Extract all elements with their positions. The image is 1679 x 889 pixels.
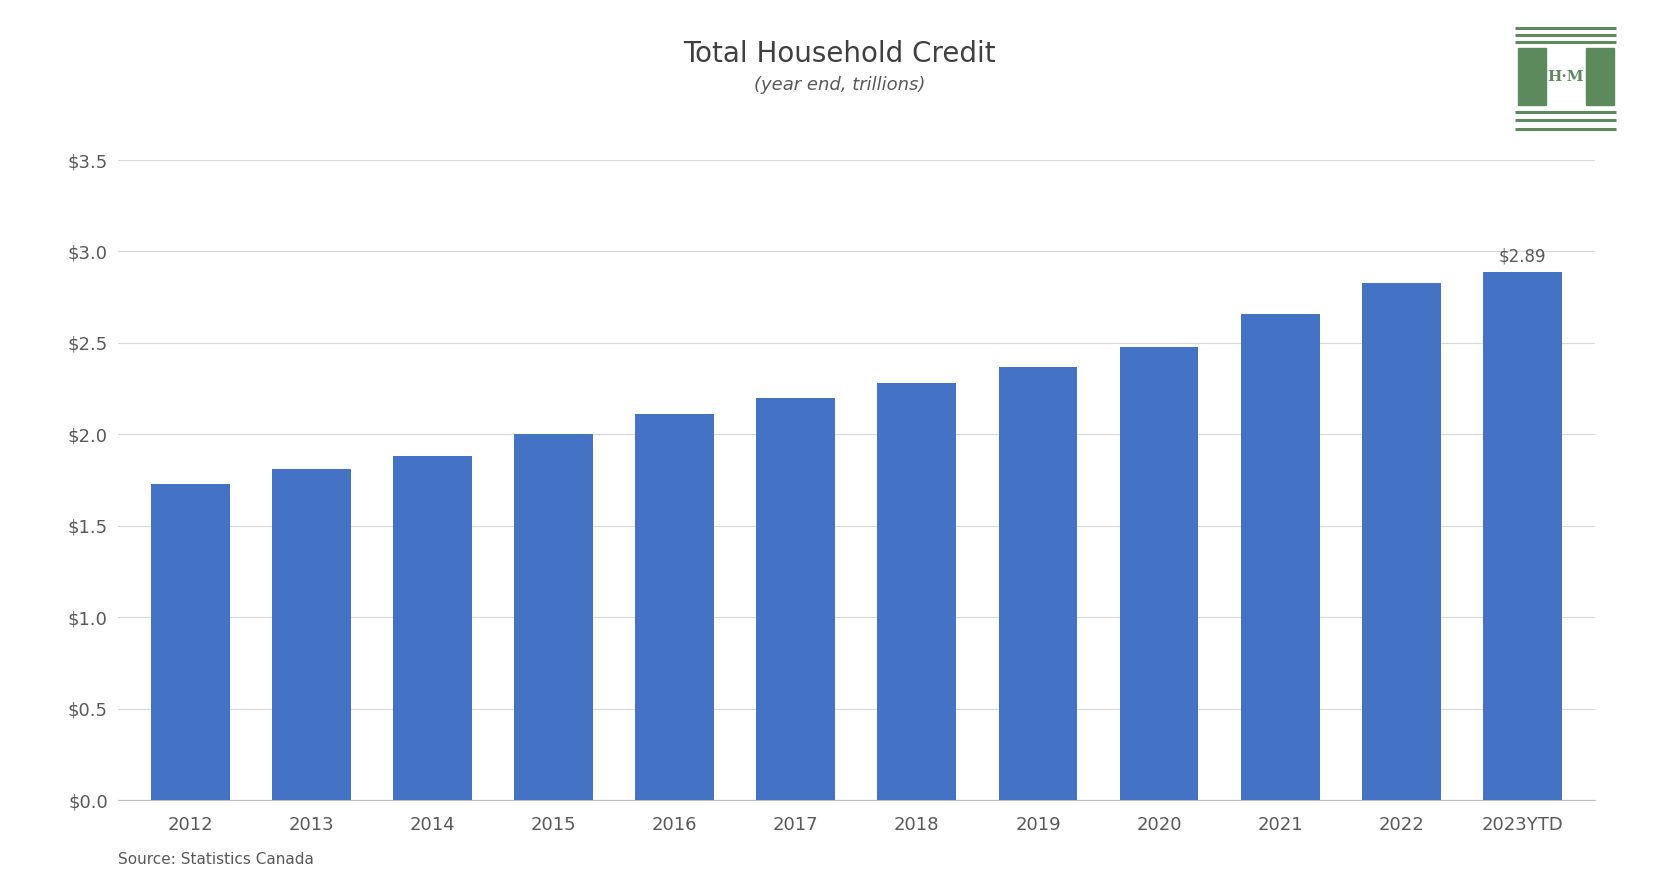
Bar [635,414,714,800]
Text: Total Household Credit: Total Household Credit [683,40,996,68]
Text: H·M: H·M [1548,69,1583,84]
Bar [272,469,351,800]
Bar [1518,48,1546,106]
Bar [151,484,230,800]
Bar [1483,271,1561,800]
Bar [393,456,472,800]
Text: $2.89: $2.89 [1499,247,1546,265]
Bar [1120,347,1199,800]
Bar [1241,314,1320,800]
Bar [1362,283,1441,800]
Text: Source: Statistics Canada: Source: Statistics Canada [118,852,314,867]
Bar [514,435,593,800]
Bar [878,383,957,800]
Bar [999,366,1078,800]
Text: (year end, trillions): (year end, trillions) [754,76,925,93]
Bar [1585,48,1614,106]
Bar [756,397,834,800]
